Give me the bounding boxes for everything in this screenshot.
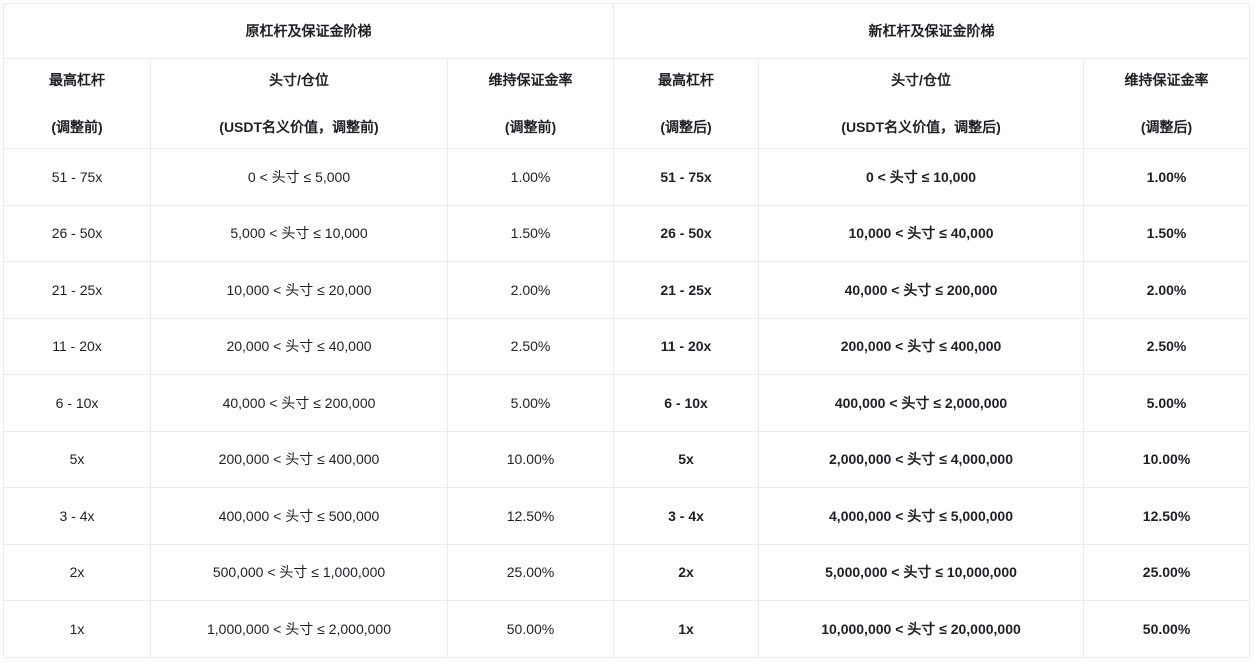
cell-new-mmr: 50.00% [1083,600,1251,658]
cell-old-position: 20,000 < 头寸 ≤ 40,000 [150,317,448,375]
cell-new-position: 10,000 < 头寸 ≤ 40,000 [758,204,1085,262]
cell-old-position: 5,000 < 头寸 ≤ 10,000 [150,204,448,262]
cell-new-leverage: 11 - 20x [613,317,760,375]
cell-old-leverage: 26 - 50x [3,204,151,262]
cell-new-mmr: 1.50% [1083,204,1251,262]
leverage-margin-tier-table: 原杠杆及保证金阶梯 新杠杆及保证金阶梯 最高杠杆 (调整前) 头寸/仓位 (US… [2,3,1251,658]
cell-old-leverage: 2x [3,543,151,601]
cell-old-leverage: 1x [3,600,151,658]
cell-new-mmr: 25.00% [1083,543,1251,601]
cell-new-leverage: 51 - 75x [613,148,760,206]
cell-old-position: 200,000 < 头寸 ≤ 400,000 [150,430,448,488]
column-header-title: 最高杠杆 [49,72,105,88]
cell-old-position: 0 < 头寸 ≤ 5,000 [150,148,448,206]
cell-old-mmr: 2.50% [446,317,615,375]
cell-new-leverage: 6 - 10x [613,374,760,432]
cell-old-mmr: 1.00% [446,148,615,206]
cell-new-position: 200,000 < 头寸 ≤ 400,000 [758,317,1085,375]
table-row: 11 - 20x 20,000 < 头寸 ≤ 40,000 2.50% 11 -… [3,317,1251,375]
column-header-title: 维持保证金率 [1124,72,1209,88]
cell-new-mmr: 2.00% [1083,261,1251,319]
column-header-new-position: 头寸/仓位 (USDT名义价值，调整后) [758,58,1085,149]
cell-old-mmr: 50.00% [446,600,615,658]
table-row: 5x 200,000 < 头寸 ≤ 400,000 10.00% 5x 2,00… [3,430,1251,488]
table-row: 51 - 75x 0 < 头寸 ≤ 5,000 1.00% 51 - 75x 0… [3,148,1251,206]
cell-old-mmr: 1.50% [446,204,615,262]
table-row: 6 - 10x 40,000 < 头寸 ≤ 200,000 5.00% 6 - … [3,374,1251,432]
column-header-subtitle: (调整后) [1140,119,1193,135]
cell-old-leverage: 11 - 20x [3,317,151,375]
cell-old-mmr: 10.00% [446,430,615,488]
cell-old-leverage: 51 - 75x [3,148,151,206]
column-header-new-leverage: 最高杠杆 (调整后) [613,58,760,149]
column-header-subtitle: (调整后) [660,119,712,135]
cell-old-position: 500,000 < 头寸 ≤ 1,000,000 [150,543,448,601]
column-header-subtitle: (USDT名义价值，调整后) [841,119,1001,135]
cell-new-mmr: 2.50% [1083,317,1251,375]
cell-old-mmr: 25.00% [446,543,615,601]
cell-new-position: 400,000 < 头寸 ≤ 2,000,000 [758,374,1085,432]
cell-old-position: 40,000 < 头寸 ≤ 200,000 [150,374,448,432]
table-row: 26 - 50x 5,000 < 头寸 ≤ 10,000 1.50% 26 - … [3,204,1251,262]
cell-new-leverage: 3 - 4x [613,487,760,545]
cell-new-leverage: 2x [613,543,760,601]
group-header-row: 原杠杆及保证金阶梯 新杠杆及保证金阶梯 [2,3,1251,59]
cell-old-mmr: 2.00% [446,261,615,319]
cell-new-position: 40,000 < 头寸 ≤ 200,000 [758,261,1085,319]
cell-new-position: 5,000,000 < 头寸 ≤ 10,000,000 [758,543,1085,601]
table-row: 1x 1,000,000 < 头寸 ≤ 2,000,000 50.00% 1x … [3,600,1251,658]
column-header-subtitle: (调整前) [504,119,557,135]
group-header-old: 原杠杆及保证金阶梯 [2,3,615,59]
group-header-new: 新杠杆及保证金阶梯 [613,3,1251,59]
column-header-old-position: 头寸/仓位 (USDT名义价值，调整前) [150,58,448,149]
cell-new-position: 2,000,000 < 头寸 ≤ 4,000,000 [758,430,1085,488]
cell-new-mmr: 12.50% [1083,487,1251,545]
cell-old-position: 400,000 < 头寸 ≤ 500,000 [150,487,448,545]
cell-old-leverage: 6 - 10x [3,374,151,432]
column-header-old-leverage: 最高杠杆 (调整前) [3,58,151,149]
table-row: 3 - 4x 400,000 < 头寸 ≤ 500,000 12.50% 3 -… [3,487,1251,545]
cell-new-leverage: 21 - 25x [613,261,760,319]
column-header-title: 头寸/仓位 [891,72,951,88]
column-header-old-mmr: 维持保证金率 (调整前) [446,58,615,149]
cell-old-position: 1,000,000 < 头寸 ≤ 2,000,000 [150,600,448,658]
cell-new-mmr: 10.00% [1083,430,1251,488]
column-header-subtitle: (USDT名义价值，调整前) [219,119,379,135]
column-header-new-mmr: 维持保证金率 (调整后) [1083,58,1251,149]
cell-new-position: 10,000,000 < 头寸 ≤ 20,000,000 [758,600,1085,658]
cell-new-leverage: 26 - 50x [613,204,760,262]
cell-old-position: 10,000 < 头寸 ≤ 20,000 [150,261,448,319]
cell-new-position: 4,000,000 < 头寸 ≤ 5,000,000 [758,487,1085,545]
cell-new-mmr: 5.00% [1083,374,1251,432]
cell-new-position: 0 < 头寸 ≤ 10,000 [758,148,1085,206]
cell-new-leverage: 5x [613,430,760,488]
cell-old-mmr: 12.50% [446,487,615,545]
table-row: 21 - 25x 10,000 < 头寸 ≤ 20,000 2.00% 21 -… [3,261,1251,319]
table-row: 2x 500,000 < 头寸 ≤ 1,000,000 25.00% 2x 5,… [3,543,1251,601]
cell-old-leverage: 3 - 4x [3,487,151,545]
cell-old-leverage: 5x [3,430,151,488]
cell-old-leverage: 21 - 25x [3,261,151,319]
column-header-title: 最高杠杆 [658,72,715,88]
cell-new-leverage: 1x [613,600,760,658]
column-header-row: 最高杠杆 (调整前) 头寸/仓位 (USDT名义价值，调整前) 维持保证金率 (… [3,58,1251,149]
cell-old-mmr: 5.00% [446,374,615,432]
cell-new-mmr: 1.00% [1083,148,1251,206]
column-header-title: 维持保证金率 [488,72,573,88]
column-header-title: 头寸/仓位 [269,72,329,88]
column-header-subtitle: (调整前) [51,119,103,135]
